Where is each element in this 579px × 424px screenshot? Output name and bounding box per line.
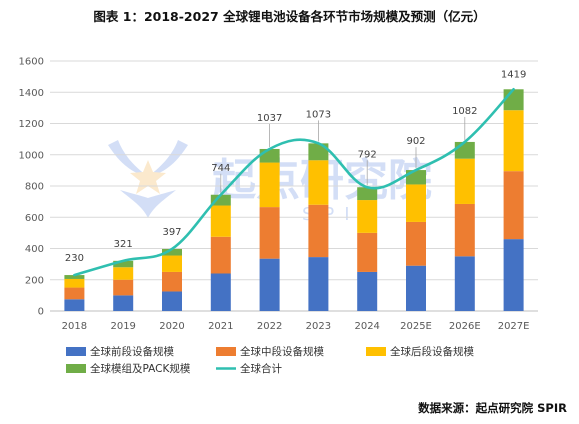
bar-segment (113, 279, 134, 296)
x-tick-label: 2025E (400, 321, 432, 332)
y-tick-label: 1200 (19, 119, 44, 130)
total-line-layer (73, 87, 515, 277)
bar-segment (210, 236, 231, 274)
data-label: 321 (114, 239, 133, 250)
bar-segment (503, 110, 524, 172)
y-tick-label: 200 (25, 275, 44, 286)
data-label: 744 (211, 163, 230, 174)
watermark-logo-icon (108, 140, 188, 218)
x-tick-label: 2023 (306, 321, 331, 332)
bar-segment (503, 171, 524, 240)
bar-segment (162, 271, 182, 292)
y-tick-label: 600 (25, 213, 44, 224)
x-tick-label: 2019 (110, 321, 135, 332)
watermark-logo-petal (108, 140, 150, 178)
bar-segment (454, 203, 475, 257)
bar-segment (406, 184, 426, 222)
bar-segment (64, 275, 85, 279)
watermark-logo-petal (120, 190, 176, 218)
x-tick-label: 2026E (449, 321, 481, 332)
legend-label: 全球中段设备规模 (240, 345, 324, 358)
x-tick-label: 2027E (498, 321, 530, 332)
bar-segment (210, 273, 231, 311)
bar-segment (210, 205, 231, 237)
legend-swatch (366, 347, 386, 356)
data-label: 902 (406, 136, 425, 147)
x-tick-label: 2018 (62, 321, 87, 332)
bar-segment (454, 256, 475, 311)
y-tick-label: 1400 (19, 88, 44, 99)
data-label: 397 (162, 227, 181, 238)
watermark-logo-star (130, 160, 166, 194)
bar-segment (210, 194, 231, 206)
bar-segment (406, 221, 426, 266)
x-tick-label: 2024 (354, 321, 379, 332)
bar-segment (406, 265, 426, 311)
bar-segment (357, 187, 378, 201)
bar-segment (357, 271, 378, 311)
watermark-logo-petal (146, 140, 188, 178)
bar-segment (259, 207, 280, 259)
data-label: 1073 (306, 109, 331, 120)
data-label: 792 (358, 149, 377, 160)
bar-segment (454, 141, 475, 159)
bar-segment (162, 291, 182, 311)
y-tick-label: 800 (25, 182, 44, 193)
bar-segment (308, 257, 329, 311)
y-tick-label: 1000 (19, 150, 44, 161)
bar-segment (259, 148, 280, 163)
legend-swatch (66, 364, 86, 373)
source-note: 数据来源：起点研究院 SPIR (418, 401, 567, 415)
data-label: 1419 (501, 69, 526, 80)
data-label: 230 (65, 253, 84, 264)
bar-segment (113, 295, 134, 311)
bar-segment (259, 258, 280, 311)
y-tick-label: 0 (38, 307, 44, 318)
x-tick-label: 2020 (159, 321, 184, 332)
bar-segment (64, 287, 85, 300)
bar-segment (357, 232, 378, 272)
x-tick-label: 2022 (257, 321, 282, 332)
legend-swatch (216, 347, 236, 356)
legend-label: 全球合计 (240, 362, 282, 375)
data-label: 1082 (452, 106, 477, 117)
bar-segment (308, 160, 329, 205)
bar-segment (503, 89, 524, 111)
y-tick-label: 1600 (19, 57, 44, 68)
bar-segment (503, 239, 524, 311)
total-line (73, 87, 515, 277)
bar-segment (162, 248, 182, 256)
legend-label: 全球模组及PACK规模 (90, 362, 191, 375)
bar-segment (357, 200, 378, 233)
y-tick-label: 400 (25, 244, 44, 255)
bar-segment (113, 267, 134, 280)
legend-swatch (66, 347, 86, 356)
bar-segment (113, 260, 134, 268)
bar-segment (162, 255, 182, 272)
bar-segment (259, 162, 280, 208)
bar-segment (64, 278, 85, 288)
bar-segment (454, 158, 475, 204)
bars-layer (64, 89, 524, 311)
x-tick-label: 2021 (208, 321, 233, 332)
bar-segment (64, 299, 85, 311)
bar-segment (308, 204, 329, 258)
legend-label: 全球前段设备规模 (90, 345, 174, 358)
data-labels-layer: 230 321 397 744 1037 1073 792 902 1082 1419 (65, 69, 526, 264)
y-axis-ticks: 0 200 400 600 800 1000 1200 1400 1600 (19, 57, 44, 318)
data-label: 1037 (257, 113, 282, 124)
chart-title: 图表 1：2018-2027 全球锂电池设备各环节市场规模及预测（亿元） (93, 9, 486, 24)
legend-label: 全球后段设备规模 (390, 345, 474, 358)
x-axis-ticks: 2018 2019 2020 2021 2022 2023 2024 2025E 2026E 20… (62, 321, 530, 332)
